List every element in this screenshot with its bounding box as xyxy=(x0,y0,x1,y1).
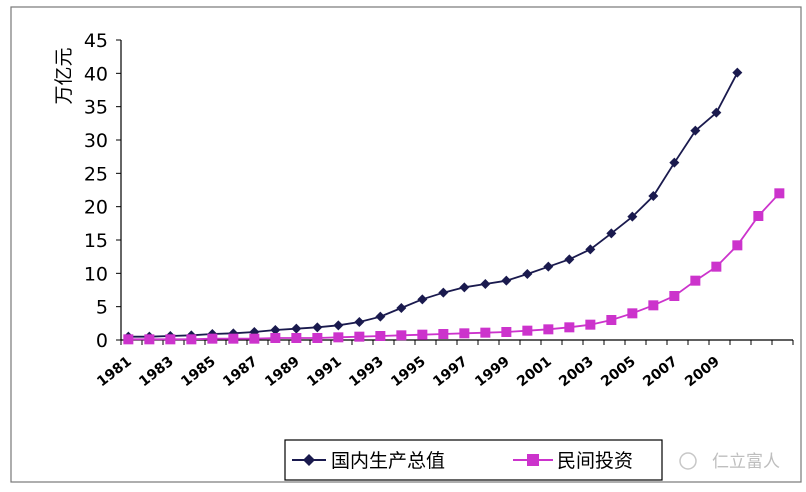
data-point-investment xyxy=(627,308,638,319)
data-point-gdp xyxy=(606,228,617,239)
data-point-investment xyxy=(249,333,260,344)
legend-investment-marker xyxy=(527,454,539,466)
data-point-gdp xyxy=(291,323,302,334)
data-point-investment xyxy=(396,330,407,341)
data-point-gdp xyxy=(312,322,323,333)
y-tick-label: 10 xyxy=(84,263,108,285)
data-point-investment xyxy=(711,261,722,272)
y-tick-label: 35 xyxy=(84,97,108,119)
legend: 国内生产总值 民间投资 xyxy=(284,439,663,481)
data-point-gdp xyxy=(354,317,365,327)
y-tick-labels: 0 5 10 15 20 25 30 35 40 45 xyxy=(84,30,108,352)
data-point-gdp xyxy=(732,67,743,78)
data-point-investment xyxy=(228,333,239,344)
data-point-investment xyxy=(207,333,218,344)
data-point-investment xyxy=(522,325,533,336)
data-point-investment xyxy=(354,331,365,342)
data-point-investment xyxy=(585,319,596,330)
data-point-gdp xyxy=(522,269,533,279)
data-point-gdp xyxy=(543,261,554,272)
data-point-gdp xyxy=(711,107,722,118)
data-point-gdp xyxy=(438,287,449,298)
data-point-gdp xyxy=(501,275,512,286)
data-point-investment xyxy=(375,331,386,341)
y-tick-label: 0 xyxy=(96,330,108,352)
data-point-investment xyxy=(564,322,575,333)
series-markers xyxy=(123,67,785,345)
watermark: 仁立富人 xyxy=(679,452,780,472)
y-axis-label: 万亿元 xyxy=(53,47,75,104)
data-point-gdp xyxy=(648,191,659,201)
data-point-gdp xyxy=(690,125,701,136)
data-point-gdp xyxy=(627,211,638,222)
data-point-investment xyxy=(270,333,281,343)
y-tick-label: 15 xyxy=(84,230,108,252)
data-point-gdp xyxy=(480,279,491,289)
data-point-investment xyxy=(291,333,302,343)
data-point-gdp xyxy=(417,294,428,305)
chart-border xyxy=(10,6,802,483)
data-point-gdp xyxy=(333,320,344,331)
y-tick-label: 45 xyxy=(84,30,108,52)
wechat-icon xyxy=(679,452,697,470)
data-point-investment xyxy=(543,324,554,335)
y-tick-label: 20 xyxy=(84,197,108,219)
data-point-gdp xyxy=(270,325,281,335)
data-point-gdp xyxy=(669,157,680,168)
data-point-investment xyxy=(648,300,659,311)
data-point-gdp xyxy=(396,303,407,313)
y-tick-label: 30 xyxy=(84,130,108,152)
data-point-investment xyxy=(165,334,176,345)
legend-gdp-label: 国内生产总值 xyxy=(331,450,445,472)
y-tick-label: 25 xyxy=(84,163,108,185)
data-point-gdp xyxy=(564,254,575,265)
data-point-investment xyxy=(417,329,428,340)
legend-investment-label: 民间投资 xyxy=(557,450,633,472)
data-point-investment xyxy=(732,240,743,251)
data-point-investment xyxy=(690,275,701,286)
y-tick-label: 5 xyxy=(96,297,108,319)
data-point-gdp xyxy=(585,244,596,255)
data-point-gdp xyxy=(375,311,386,322)
legend-box xyxy=(284,439,663,481)
data-point-investment xyxy=(501,327,512,337)
data-point-investment xyxy=(438,329,449,339)
data-point-investment xyxy=(669,291,680,301)
y-tick-label: 40 xyxy=(84,63,108,85)
data-point-investment xyxy=(606,315,617,325)
data-point-investment xyxy=(186,334,197,345)
data-point-gdp xyxy=(459,282,470,293)
data-point-investment xyxy=(774,188,785,199)
data-point-investment xyxy=(144,334,155,345)
legend-gdp-marker xyxy=(303,454,315,466)
data-point-investment xyxy=(333,332,344,343)
watermark-text: 仁立富人 xyxy=(712,452,780,472)
data-point-investment xyxy=(123,334,134,345)
data-point-investment xyxy=(312,333,323,343)
data-point-investment xyxy=(480,327,491,338)
data-point-investment xyxy=(753,211,764,221)
data-point-investment xyxy=(459,328,470,339)
